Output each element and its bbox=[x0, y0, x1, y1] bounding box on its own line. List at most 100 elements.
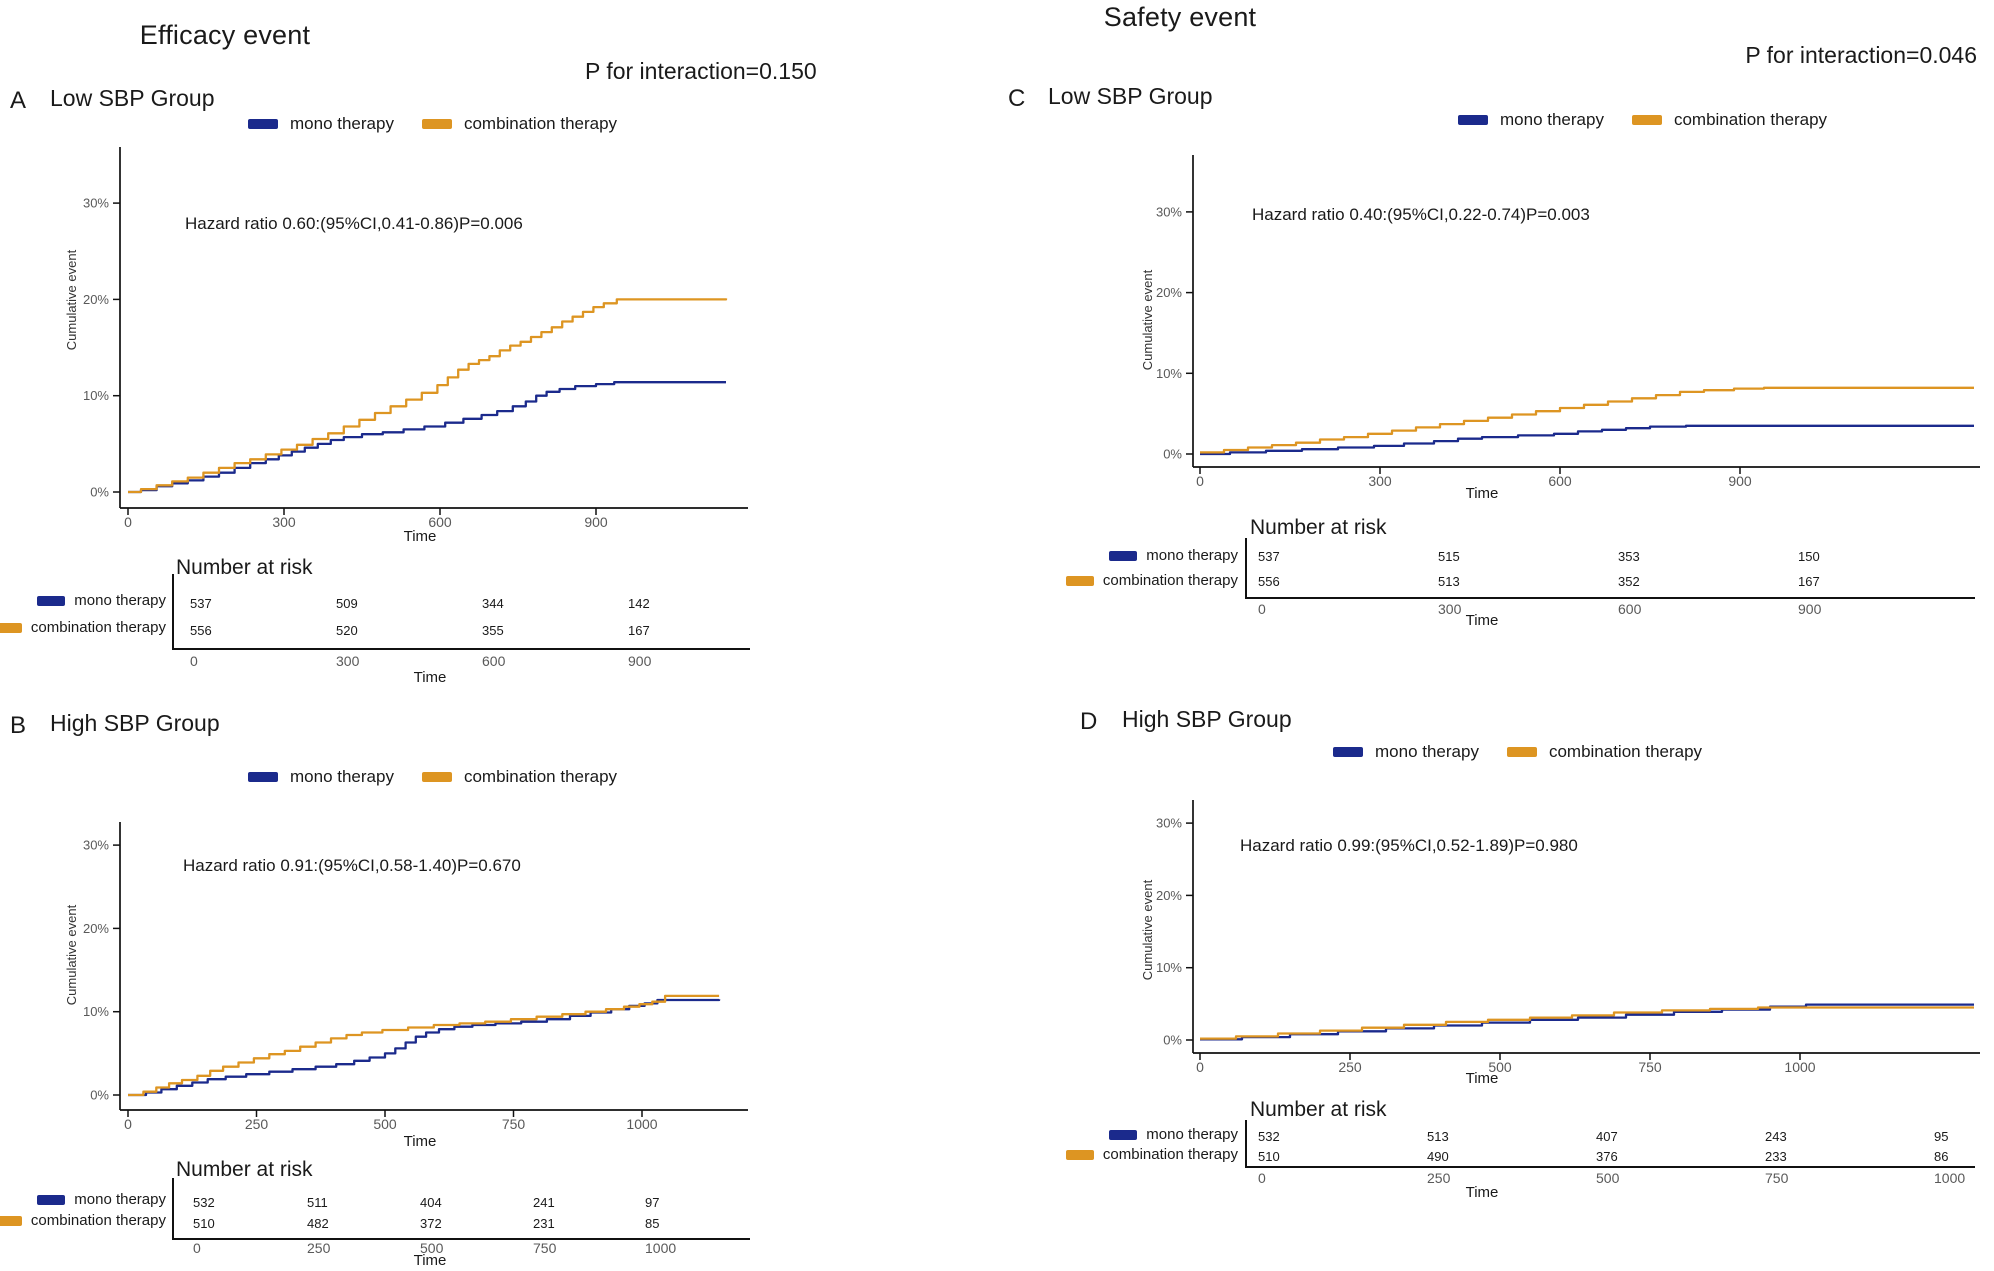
mono-swatch-icon bbox=[1458, 115, 1488, 125]
mono-swatch-icon bbox=[37, 595, 66, 606]
combination-swatch-icon bbox=[1065, 575, 1094, 586]
nar-a-value: 537 bbox=[190, 596, 212, 611]
panel-a-hazard-text: Hazard ratio 0.60:(95%CI,0.41-0.86)P=0.0… bbox=[185, 214, 523, 233]
efficacy-p-interaction: P for interaction=0.150 bbox=[585, 58, 817, 84]
panel-d-nar-baseline bbox=[1245, 1166, 1975, 1168]
nar-b-value: 241 bbox=[533, 1195, 555, 1210]
combination-swatch-icon bbox=[1506, 747, 1537, 757]
legend-combination-label: combination therapy bbox=[1673, 110, 1828, 129]
legend-combination-label: combination therapy bbox=[1548, 742, 1703, 761]
y-tick-label: 0% bbox=[90, 485, 109, 500]
panel-a-x-axis-label: Time bbox=[403, 528, 437, 545]
nar-a-value: 509 bbox=[336, 596, 358, 611]
panel-c-plot: 0% 10% 20% 30% 0 300 600 900 bbox=[1156, 155, 1980, 489]
nar-d-time-tick: 250 bbox=[1427, 1170, 1451, 1186]
legend-item-mono: mono therapy bbox=[248, 114, 394, 134]
nar-b-time-tick: 500 bbox=[420, 1240, 444, 1256]
nar-b-value: 85 bbox=[645, 1216, 660, 1231]
nar-a-value: 167 bbox=[628, 623, 650, 638]
nar-d-time-tick: 500 bbox=[1596, 1170, 1620, 1186]
panel-c-x-axis-label: Time bbox=[1465, 485, 1499, 502]
legend-item-combination: combination therapy bbox=[1631, 110, 1828, 130]
nar-a-value: 556 bbox=[190, 623, 212, 638]
panel-a-plot: 0% 10% 20% 30% 0 300 600 900 bbox=[83, 147, 748, 530]
nar-b-value: 510 bbox=[193, 1216, 215, 1231]
nar-row-combination-text: combination therapy bbox=[30, 1212, 166, 1229]
nar-c-value: 515 bbox=[1438, 549, 1460, 564]
nar-d-value: 510 bbox=[1258, 1149, 1280, 1164]
nar-d-value: 95 bbox=[1934, 1129, 1949, 1144]
nar-b-value: 231 bbox=[533, 1216, 555, 1231]
panel-b-hazard-text: Hazard ratio 0.91:(95%CI,0.58-1.40)P=0.6… bbox=[183, 856, 521, 875]
nar-a-time-tick: 0 bbox=[190, 653, 198, 669]
mono-swatch-icon bbox=[1333, 747, 1363, 757]
panel-a-nar-time-label: Time bbox=[413, 669, 447, 686]
legend-mono-label: mono therapy bbox=[1375, 742, 1479, 761]
y-tick-label: 20% bbox=[1156, 285, 1182, 300]
y-tick-label: 0% bbox=[90, 1088, 109, 1103]
y-tick-label: 0% bbox=[1163, 447, 1182, 462]
combination-swatch-icon bbox=[421, 119, 452, 129]
nar-a-value: 142 bbox=[628, 596, 650, 611]
panel-d-hazard-text: Hazard ratio 0.99:(95%CI,0.52-1.89)P=0.9… bbox=[1240, 836, 1578, 855]
y-tick-label: 30% bbox=[83, 196, 109, 211]
panel-c-number-at-risk-header: Number at risk bbox=[1250, 516, 1387, 539]
x-tick-label: 300 bbox=[272, 514, 296, 530]
panel-a-letter: A bbox=[10, 87, 27, 114]
nar-d-value: 233 bbox=[1765, 1149, 1787, 1164]
mono-swatch-icon bbox=[1109, 550, 1138, 561]
nar-row-mono-text: mono therapy bbox=[1146, 547, 1238, 564]
nar-a-value: 355 bbox=[482, 623, 504, 638]
y-tick-label: 30% bbox=[1156, 816, 1182, 831]
legend-item-combination: combination therapy bbox=[421, 767, 617, 787]
legend-item-mono: mono therapy bbox=[1333, 742, 1479, 762]
panel-c-nar-time-label: Time bbox=[1465, 612, 1499, 629]
nar-c-time-tick: 300 bbox=[1438, 601, 1462, 617]
panel-b-title: High SBP Group bbox=[50, 710, 220, 736]
legend-mono-label: mono therapy bbox=[1500, 110, 1604, 129]
panel-d-nar-row-mono-label: mono therapy bbox=[1020, 1126, 1238, 1143]
nar-d-time-tick: 1000 bbox=[1934, 1170, 1966, 1186]
nar-c-value: 167 bbox=[1798, 574, 1820, 589]
x-tick-label: 0 bbox=[124, 1116, 132, 1132]
nar-c-time-tick: 0 bbox=[1258, 601, 1266, 617]
nar-d-value: 86 bbox=[1934, 1149, 1949, 1164]
panel-b-plot: 0% 10% 20% 30% 0 250 500 750 1000 bbox=[83, 822, 748, 1132]
x-tick-label: 300 bbox=[1368, 473, 1392, 489]
x-tick-label: 250 bbox=[245, 1116, 269, 1132]
curve-mono bbox=[1200, 424, 1974, 456]
panel-b-nar-baseline bbox=[172, 1238, 750, 1240]
panel-b-nar-time-label: Time bbox=[413, 1252, 447, 1269]
nar-c-value: 352 bbox=[1618, 574, 1640, 589]
panel-b-x-axis-label: Time bbox=[403, 1133, 437, 1150]
panel-d-number-at-risk-header: Number at risk bbox=[1250, 1098, 1387, 1121]
nar-row-mono-text: mono therapy bbox=[74, 592, 166, 609]
curve-combo bbox=[1200, 1006, 1974, 1040]
panel-a-nar-row-mono-label: mono therapy bbox=[0, 592, 166, 609]
mono-swatch-icon bbox=[1109, 1129, 1138, 1140]
combination-swatch-icon bbox=[0, 622, 22, 633]
panel-c-nar-baseline bbox=[1245, 597, 1975, 599]
nar-row-mono-text: mono therapy bbox=[74, 1191, 166, 1208]
nar-a-time-tick: 600 bbox=[482, 653, 506, 669]
panel-c-nar-divider bbox=[1245, 538, 1247, 597]
nar-a-value: 520 bbox=[336, 623, 358, 638]
legend-mono-label: mono therapy bbox=[290, 767, 394, 786]
panel-c-letter: C bbox=[1008, 85, 1026, 112]
legend-item-mono: mono therapy bbox=[1458, 110, 1604, 130]
x-tick-label: 0 bbox=[1196, 1059, 1204, 1075]
panel-b-nar-row-combination-label: combination therapy bbox=[0, 1212, 166, 1229]
curve-mono bbox=[128, 998, 721, 1097]
x-tick-label: 750 bbox=[502, 1116, 526, 1132]
nar-row-combination-text: combination therapy bbox=[1102, 1146, 1238, 1163]
panel-c-nar-row-mono-label: mono therapy bbox=[1020, 547, 1238, 564]
nar-b-time-tick: 0 bbox=[193, 1240, 201, 1256]
panel-b-nar-row-mono-label: mono therapy bbox=[0, 1191, 166, 1208]
y-tick-label: 30% bbox=[1156, 204, 1182, 219]
panel-a-nar-baseline bbox=[172, 648, 750, 650]
nar-d-value: 532 bbox=[1258, 1129, 1280, 1144]
x-tick-label: 900 bbox=[584, 514, 608, 530]
panel-c-nar-row-combination-label: combination therapy bbox=[1020, 572, 1238, 589]
x-tick-label: 1000 bbox=[1784, 1059, 1815, 1075]
panel-d-nar-divider bbox=[1245, 1120, 1247, 1166]
